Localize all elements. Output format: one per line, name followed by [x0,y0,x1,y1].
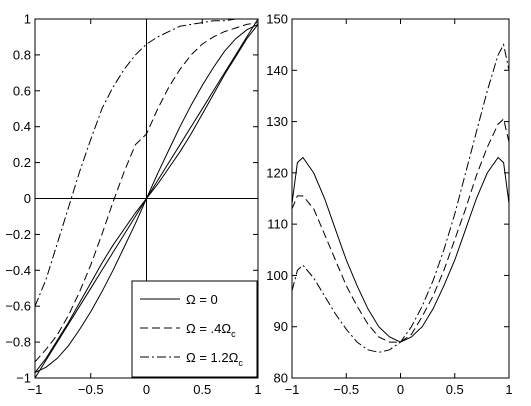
left-y-tick-label-8: 0.6 [13,83,31,98]
right-y-tick-label-3: 110 [267,217,288,232]
right-x-tick-label-4: 1 [505,382,512,397]
right-y-tick-label-7: 150 [266,12,288,27]
left-legend: Ω = 0 Ω = .4Ωc Ω = 1.2Ωc [131,280,258,378]
left-y-tick-label-1: −0.8 [5,335,31,350]
left-x-tick-label-1: −0.5 [78,382,104,397]
legend-box [131,280,258,378]
right-y-tick-label-0: 80 [274,371,288,386]
right-y-tick-label-1: 90 [274,319,288,334]
left-x-tick-label-2: 0 [143,382,150,397]
right-series-line-0 [291,156,510,343]
right-chart-lines [291,43,510,353]
legend-label-2: Ω = 1.2Ωc [186,350,243,368]
right-x-tick-label-1: −0.5 [333,382,359,397]
left-y-tick-label-6: 0.2 [13,155,31,170]
left-x-tick-label-4: 1 [254,382,261,397]
left-y-tick-label-4: −0.2 [5,227,31,242]
left-x-tick-label-0: −1 [28,382,43,397]
right-chart: −1 −0.5 0 0.5 1 80 90 100 110 120 130 140 150 [266,12,512,398]
right-y-tick-label-4: 120 [266,165,288,180]
right-x-tick-label-3: 0.5 [446,382,464,397]
left-y-tick-label-7: 0.4 [13,119,31,134]
legend-label-0: Ω = 0 [186,292,218,307]
right-y-tick-label-6: 140 [266,63,288,78]
left-y-tick-label-10: 1 [24,12,31,27]
right-y-tick-label-5: 130 [266,114,288,129]
left-y-tick-label-5: 0 [24,191,31,206]
legend-label-1: Ω = .4Ωc [186,321,236,339]
right-x-tick-label-0: −1 [285,382,300,397]
left-y-tick-label-3: −0.4 [5,263,31,278]
right-y-tick-label-2: 100 [266,268,288,283]
left-x-tick-label-3: 0.5 [193,382,211,397]
left-y-tick-label-0: −1 [16,371,31,386]
left-ticks: −1 −0.5 0 0.5 1 −1 −0.8 −0.6 −0.4 −0.2 0 0.2 0.4 0.6 0… [5,12,261,398]
right-series-line-1 [291,118,510,343]
left-y-tick-label-9: 0.8 [13,47,31,62]
right-ticks: −1 −0.5 0 0.5 1 80 90 100 110 120 130 140 150 [266,12,512,398]
left-chart: −1 −0.5 0 0.5 1 −1 −0.8 −0.6 −0.4 −0.2 0 0.2 0.4 0.6 0… [5,12,261,398]
right-x-tick-label-2: 0 [397,382,404,397]
left-y-tick-label-2: −0.6 [5,299,31,314]
right-series-line-2 [291,43,510,353]
